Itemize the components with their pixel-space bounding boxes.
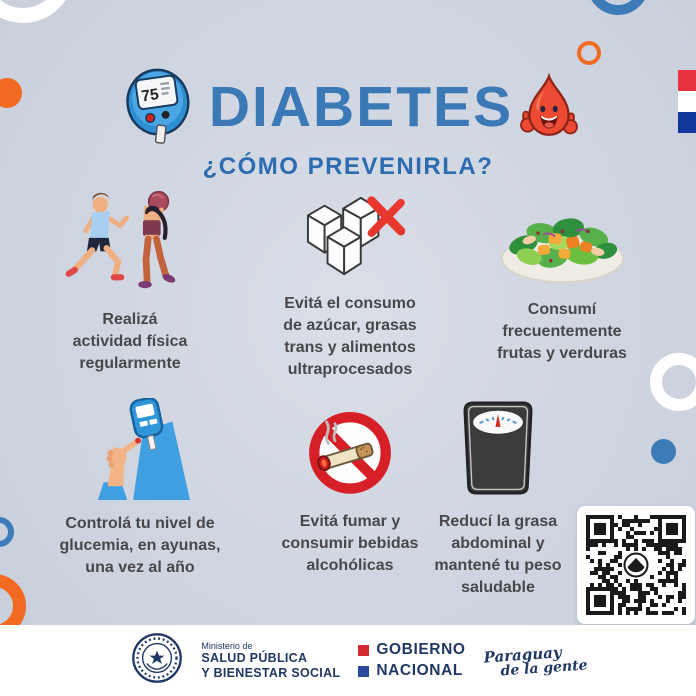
- decorative-dot-orange-topleft: [0, 78, 22, 108]
- no-smoking-icon: [303, 404, 397, 503]
- ministry-line2: Y BIENESTAR SOCIAL: [201, 665, 341, 680]
- flag-white-stripe: [678, 91, 696, 112]
- tip-caption: Controlá tu nivel de glucemia, en ayunas…: [59, 515, 221, 576]
- decorative-ring-orange-topright: [577, 41, 601, 65]
- footer-bar: Ministerio de SALUD PÚBLICA Y BIENESTAR …: [0, 625, 696, 696]
- tip-caption: Evitá fumar y consumir bebidas alcohólic…: [281, 513, 419, 574]
- tip-avoid-sugar: Evitá el consumo de azúcar, grasas trans…: [250, 192, 450, 381]
- ministry-prefix: Ministerio de: [201, 640, 253, 651]
- poster-title: DIABETES: [208, 75, 514, 139]
- decorative-ring-blue-bottomleft: [0, 517, 14, 547]
- paraguay-de-la-gente-tagline: Paraguay de la gente: [483, 641, 588, 680]
- decorative-ring-blue-topright: [587, 0, 649, 15]
- tip-physical-activity: Realizá actividad física regularmente: [30, 186, 230, 375]
- weight-scale-icon: [452, 398, 544, 503]
- tip-caption: Consumí frecuentemente frutas y verduras: [497, 301, 627, 362]
- tip-check-glucose: Controlá tu nivel de glucemia, en ayunas…: [35, 396, 245, 579]
- blood-drop-mascot-icon: [517, 72, 581, 151]
- flag-blue-stripe: [678, 112, 696, 133]
- gobierno-red-square: [358, 644, 370, 656]
- ministry-line1: SALUD PÚBLICA: [201, 651, 308, 666]
- decorative-dot-blue-midright: [651, 439, 676, 464]
- gobierno-label: GOBIERNO: [376, 641, 466, 658]
- meter-reading: 75: [140, 86, 160, 105]
- glucose-meter-icon: 75: [115, 65, 205, 150]
- paraguay-flag: [678, 70, 696, 133]
- tip-healthy-weight: Reducí la grasa abdominal y mantené tu p…: [412, 398, 584, 599]
- tip-caption: Evitá el consumo de azúcar, grasas trans…: [283, 295, 417, 378]
- ministry-name: Ministerio de SALUD PÚBLICA Y BIENESTAR …: [201, 641, 340, 680]
- sugar-cubes-crossed-icon: [293, 192, 408, 285]
- nacional-label: NACIONAL: [376, 662, 463, 679]
- salad-icon: [490, 196, 635, 291]
- paraguay-seal-icon: [131, 632, 183, 689]
- flag-red-stripe: [678, 70, 696, 91]
- national-government-logo: GOBIERNO NACIONAL: [358, 641, 465, 680]
- tip-eat-fruits-vegetables: Consumí frecuentemente frutas y verduras: [458, 196, 666, 365]
- exercise-icon: [63, 186, 198, 301]
- qr-code: [577, 506, 695, 624]
- header: 75 DIABETES: [0, 64, 696, 181]
- tip-avoid-smoking-alcohol: Evitá fumar y consumir bebidas alcohólic…: [252, 404, 448, 577]
- nacional-blue-square: [358, 665, 370, 677]
- tip-caption: Realizá actividad física regularmente: [72, 311, 188, 372]
- tip-caption: Reducí la grasa abdominal y mantené tu p…: [434, 513, 562, 596]
- poster-subtitle: ¿CÓMO PREVENIRLA?: [202, 153, 494, 180]
- decorative-ring-white-topleft: [0, 0, 74, 23]
- glucose-test-icon: [86, 396, 194, 505]
